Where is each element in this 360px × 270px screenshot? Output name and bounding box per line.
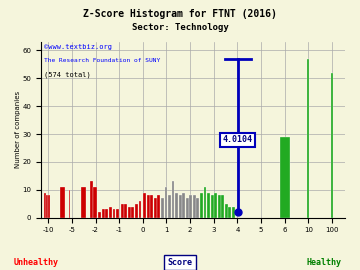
Bar	[175, 193, 178, 218]
Bar	[172, 181, 175, 218]
Bar	[150, 195, 153, 218]
Bar	[221, 195, 224, 218]
Bar	[218, 195, 221, 218]
Bar	[157, 195, 160, 218]
Bar	[279, 137, 290, 218]
Text: The Research Foundation of SUNY: The Research Foundation of SUNY	[44, 58, 161, 63]
Text: 4.0104: 4.0104	[222, 135, 253, 144]
Bar	[143, 193, 146, 218]
Bar	[232, 207, 235, 218]
Bar	[81, 187, 86, 218]
Bar	[121, 204, 123, 218]
Bar	[109, 207, 112, 218]
Bar	[90, 181, 93, 218]
Bar	[124, 204, 127, 218]
Bar	[200, 193, 203, 218]
Bar	[46, 195, 48, 218]
Bar	[154, 198, 157, 218]
Bar	[116, 209, 119, 218]
Bar	[186, 198, 189, 218]
Bar	[228, 207, 231, 218]
Bar	[225, 204, 228, 218]
Bar	[168, 195, 171, 218]
Bar	[68, 190, 71, 218]
Bar	[331, 73, 333, 218]
Bar	[60, 187, 64, 218]
Bar	[214, 193, 217, 218]
Bar	[165, 187, 167, 218]
Bar	[44, 193, 46, 218]
Bar	[203, 187, 206, 218]
Text: Sector: Technology: Sector: Technology	[132, 23, 228, 32]
Text: (574 total): (574 total)	[44, 72, 91, 78]
Bar	[98, 212, 101, 218]
Text: ©www.textbiz.org: ©www.textbiz.org	[44, 44, 112, 50]
Y-axis label: Number of companies: Number of companies	[15, 91, 21, 168]
Text: Unhealthy: Unhealthy	[14, 258, 58, 267]
Bar	[147, 195, 150, 218]
Bar	[211, 195, 213, 218]
Text: Z-Score Histogram for FTNT (2016): Z-Score Histogram for FTNT (2016)	[83, 9, 277, 19]
Bar	[135, 204, 138, 218]
Bar	[139, 201, 141, 218]
Text: Score: Score	[167, 258, 193, 267]
Bar	[161, 198, 164, 218]
Bar	[207, 193, 210, 218]
Bar	[189, 195, 192, 218]
Bar	[93, 187, 97, 218]
Bar	[193, 195, 196, 218]
Bar	[105, 209, 108, 218]
Bar	[182, 193, 185, 218]
Bar	[48, 195, 50, 218]
Bar	[102, 209, 105, 218]
Bar	[197, 198, 199, 218]
Text: Healthy: Healthy	[306, 258, 342, 267]
Bar	[131, 207, 134, 218]
Bar	[113, 209, 115, 218]
Bar	[307, 59, 310, 218]
Bar	[179, 195, 181, 218]
Bar	[128, 207, 131, 218]
